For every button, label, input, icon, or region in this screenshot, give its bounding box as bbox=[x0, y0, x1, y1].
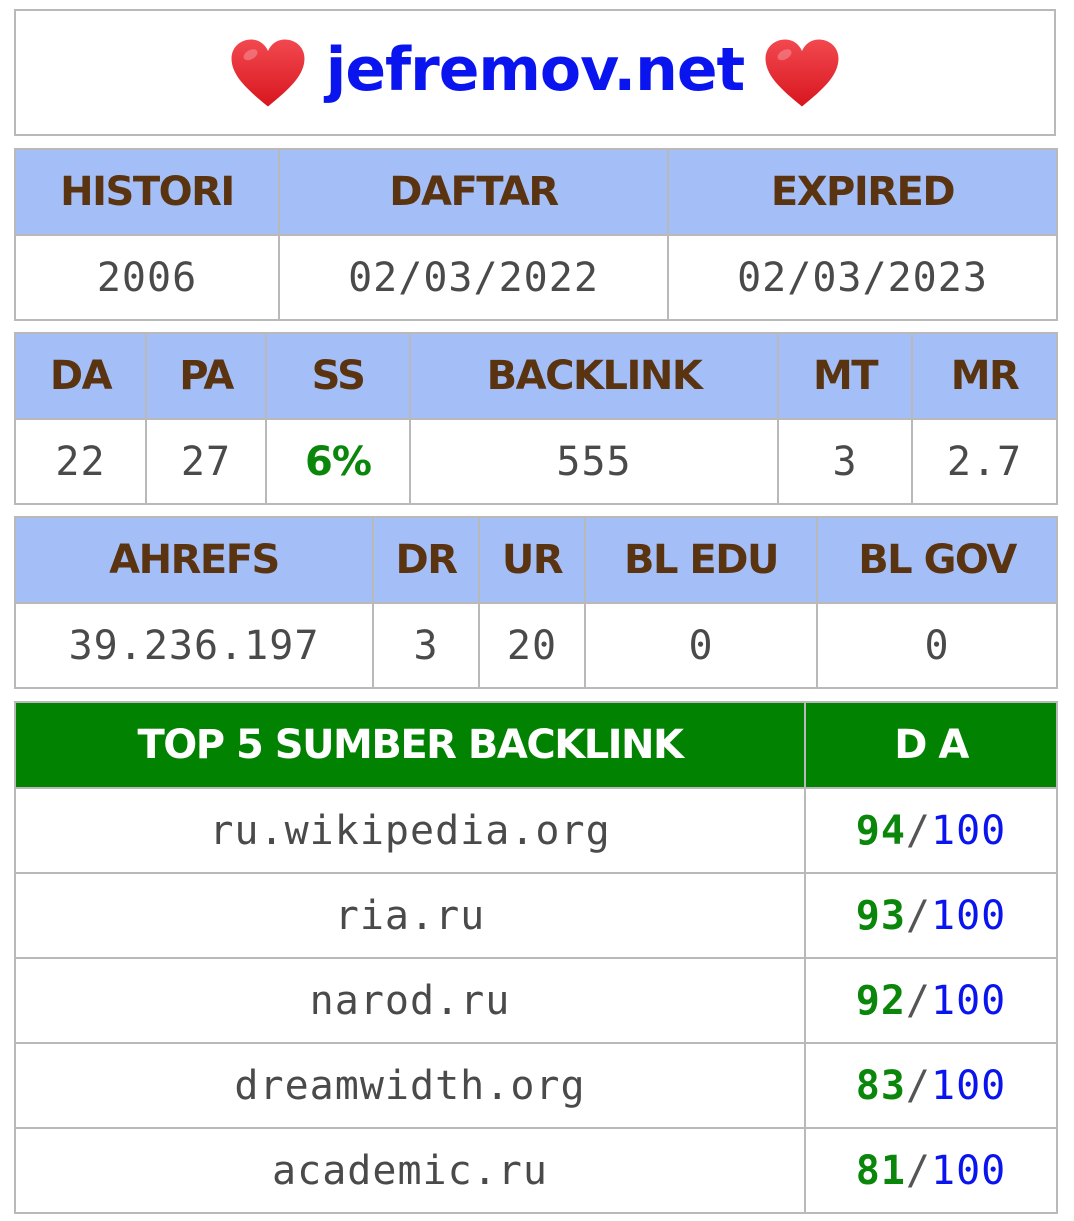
mt-header: MT bbox=[777, 332, 913, 420]
daftar-header: DAFTAR bbox=[278, 148, 669, 236]
table-row: 22 27 6% 555 3 2.7 bbox=[14, 418, 1058, 505]
backlink-domain: dreamwidth.org bbox=[14, 1042, 806, 1129]
ahrefs-value: 39.236.197 bbox=[14, 602, 374, 689]
da-score-value: 83 bbox=[855, 1062, 906, 1109]
pa-header: PA bbox=[145, 332, 267, 420]
table-header-row: DA PA SS BACKLINK MT MR bbox=[14, 332, 1058, 420]
da-score-max: 100 bbox=[931, 807, 1007, 854]
table-header-row: AHREFS DR UR BL EDU BL GOV bbox=[14, 516, 1058, 604]
ahrefs-metrics-table-box: AHREFS DR UR BL EDU BL GOV 39.236.197 3 … bbox=[14, 516, 1058, 689]
moz-metrics-table-box: DA PA SS BACKLINK MT MR 22 27 6% 555 3 2… bbox=[14, 332, 1058, 505]
da-score: 81/100 bbox=[804, 1127, 1058, 1214]
ur-value: 20 bbox=[478, 602, 586, 689]
histori-header: HISTORI bbox=[14, 148, 280, 236]
backlink-domain: academic.ru bbox=[14, 1127, 806, 1214]
pa-value: 27 bbox=[145, 418, 267, 505]
da-score-separator: / bbox=[905, 977, 931, 1024]
da-score-value: 92 bbox=[855, 977, 906, 1024]
bl-gov-value: 0 bbox=[816, 602, 1058, 689]
da-score: 94/100 bbox=[804, 787, 1058, 874]
top-sources-header: TOP 5 SUMBER BACKLINK bbox=[14, 701, 806, 789]
backlink-domain: ria.ru bbox=[14, 872, 806, 959]
bl-gov-header: BL GOV bbox=[816, 516, 1058, 604]
da-value: 22 bbox=[14, 418, 147, 505]
histori-value: 2006 bbox=[14, 234, 280, 321]
registration-table-box: HISTORI DAFTAR EXPIRED 2006 02/03/2022 0… bbox=[14, 148, 1058, 321]
da-score-value: 94 bbox=[855, 807, 906, 854]
da-score: 83/100 bbox=[804, 1042, 1058, 1129]
table-header-row: TOP 5 SUMBER BACKLINK D A bbox=[14, 701, 1058, 789]
da-score: 92/100 bbox=[804, 957, 1058, 1044]
expired-header: EXPIRED bbox=[667, 148, 1058, 236]
da-score: 93/100 bbox=[804, 872, 1058, 959]
site-title: jefremov.net bbox=[325, 34, 745, 105]
table-row: narod.ru 92/100 bbox=[14, 957, 1058, 1044]
da-score-max: 100 bbox=[931, 892, 1007, 939]
backlink-value: 555 bbox=[409, 418, 779, 505]
da-score-separator: / bbox=[905, 1062, 931, 1109]
site-title-box: jefremov.net bbox=[14, 9, 1056, 136]
ahrefs-header: AHREFS bbox=[14, 516, 374, 604]
da-score-value: 93 bbox=[855, 892, 906, 939]
mt-value: 3 bbox=[777, 418, 913, 505]
da-score-separator: / bbox=[905, 892, 931, 939]
table-row: dreamwidth.org 83/100 bbox=[14, 1042, 1058, 1129]
table-header-row: HISTORI DAFTAR EXPIRED bbox=[14, 148, 1058, 236]
bl-edu-header: BL EDU bbox=[584, 516, 818, 604]
table-row: academic.ru 81/100 bbox=[14, 1127, 1058, 1214]
da-score-max: 100 bbox=[931, 1147, 1007, 1194]
da-score-separator: / bbox=[905, 807, 931, 854]
expired-value: 02/03/2023 bbox=[667, 234, 1058, 321]
ss-header: SS bbox=[265, 332, 411, 420]
da-score-value: 81 bbox=[855, 1147, 906, 1194]
mr-value: 2.7 bbox=[911, 418, 1058, 505]
da-score-max: 100 bbox=[931, 1062, 1007, 1109]
ss-value: 6% bbox=[265, 418, 411, 505]
da-score-separator: / bbox=[905, 1147, 931, 1194]
bl-edu-value: 0 bbox=[584, 602, 818, 689]
ur-header: UR bbox=[478, 516, 586, 604]
top-backlinks-table-box: TOP 5 SUMBER BACKLINK D A ru.wikipedia.o… bbox=[14, 701, 1058, 1214]
table-row: 39.236.197 3 20 0 0 bbox=[14, 602, 1058, 689]
backlink-domain: ru.wikipedia.org bbox=[14, 787, 806, 874]
table-row: ria.ru 93/100 bbox=[14, 872, 1058, 959]
heart-icon bbox=[231, 39, 305, 106]
da-score-max: 100 bbox=[931, 977, 1007, 1024]
backlink-domain: narod.ru bbox=[14, 957, 806, 1044]
top-backlinks-table: TOP 5 SUMBER BACKLINK D A ru.wikipedia.o… bbox=[14, 701, 1058, 1214]
dr-header: DR bbox=[372, 516, 480, 604]
heart-icon bbox=[765, 39, 839, 106]
dr-value: 3 bbox=[372, 602, 480, 689]
da-score-header: D A bbox=[804, 701, 1058, 789]
daftar-value: 02/03/2022 bbox=[278, 234, 669, 321]
mr-header: MR bbox=[911, 332, 1058, 420]
table-row: 2006 02/03/2022 02/03/2023 bbox=[14, 234, 1058, 321]
moz-metrics-table: DA PA SS BACKLINK MT MR 22 27 6% 555 3 2… bbox=[14, 332, 1058, 505]
ahrefs-metrics-table: AHREFS DR UR BL EDU BL GOV 39.236.197 3 … bbox=[14, 516, 1058, 689]
backlink-header: BACKLINK bbox=[409, 332, 779, 420]
registration-table: HISTORI DAFTAR EXPIRED 2006 02/03/2022 0… bbox=[14, 148, 1058, 321]
table-row: ru.wikipedia.org 94/100 bbox=[14, 787, 1058, 874]
da-header: DA bbox=[14, 332, 147, 420]
